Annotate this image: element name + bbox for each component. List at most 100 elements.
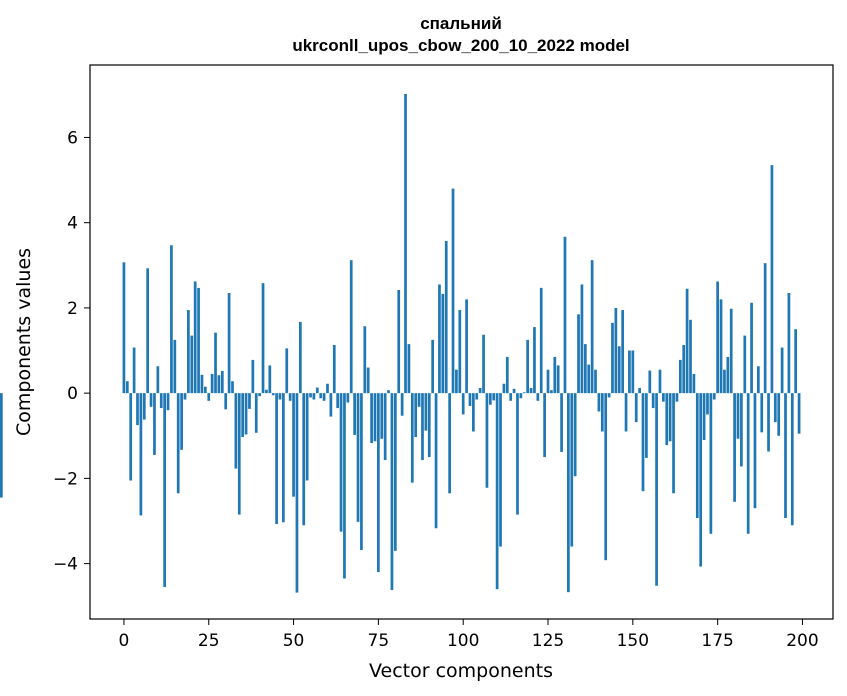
chart-title: спальний bbox=[420, 14, 502, 33]
bar bbox=[288, 393, 292, 401]
bar bbox=[292, 393, 295, 497]
x-tick-label: 150 bbox=[617, 631, 649, 651]
bar bbox=[492, 393, 496, 401]
bar bbox=[777, 393, 781, 436]
bar bbox=[309, 393, 312, 398]
bar bbox=[519, 393, 523, 399]
x-tick-label: 125 bbox=[532, 631, 564, 651]
bar bbox=[651, 393, 655, 409]
bar bbox=[200, 374, 204, 394]
bar bbox=[560, 393, 563, 452]
bar bbox=[587, 364, 591, 394]
bar bbox=[509, 393, 513, 401]
bar bbox=[709, 393, 713, 534]
y-tick-label: 2 bbox=[67, 299, 78, 319]
bar bbox=[794, 329, 798, 394]
bar bbox=[719, 299, 723, 394]
bar bbox=[770, 165, 774, 394]
bar bbox=[343, 393, 346, 579]
x-tick-label: 200 bbox=[786, 631, 818, 651]
bar bbox=[753, 393, 757, 509]
bar bbox=[441, 293, 445, 394]
bar bbox=[638, 388, 641, 394]
bar bbox=[427, 393, 431, 458]
bar bbox=[488, 393, 492, 405]
bar bbox=[159, 393, 163, 409]
bar bbox=[360, 393, 363, 550]
bar bbox=[726, 356, 730, 394]
bar bbox=[258, 393, 261, 397]
bar bbox=[0, 393, 3, 498]
bar bbox=[757, 366, 760, 394]
bar bbox=[597, 393, 601, 412]
bar bbox=[740, 393, 743, 467]
bar bbox=[536, 393, 540, 401]
bar bbox=[414, 393, 418, 438]
bar bbox=[214, 332, 217, 394]
bar bbox=[315, 387, 319, 394]
bar bbox=[122, 262, 126, 394]
bar bbox=[142, 393, 146, 420]
bar bbox=[312, 393, 316, 400]
bar bbox=[760, 393, 764, 433]
bar bbox=[461, 393, 465, 415]
y-tick-label: 4 bbox=[67, 214, 78, 234]
bar bbox=[675, 393, 679, 402]
bar bbox=[475, 393, 479, 400]
bar bbox=[729, 308, 733, 394]
bar bbox=[699, 393, 703, 567]
bar bbox=[672, 393, 675, 494]
bar bbox=[363, 326, 367, 394]
bar bbox=[203, 386, 207, 394]
bar bbox=[282, 393, 285, 523]
bar bbox=[380, 393, 384, 439]
bar bbox=[336, 393, 340, 409]
bar bbox=[723, 369, 726, 394]
bar bbox=[390, 393, 394, 591]
bar bbox=[712, 393, 716, 400]
bar bbox=[224, 393, 228, 410]
bar bbox=[387, 390, 390, 394]
bar bbox=[139, 393, 143, 516]
bar bbox=[332, 344, 336, 394]
bar bbox=[692, 373, 696, 394]
bar bbox=[573, 393, 577, 477]
bar bbox=[339, 393, 343, 532]
bar bbox=[590, 260, 594, 394]
bar bbox=[278, 393, 282, 400]
bar bbox=[125, 381, 129, 394]
bar bbox=[583, 344, 587, 394]
bar bbox=[438, 284, 441, 394]
bar bbox=[234, 393, 238, 469]
plot-frame bbox=[89, 64, 834, 620]
bar bbox=[546, 369, 550, 394]
bar bbox=[624, 393, 628, 432]
bar bbox=[685, 288, 689, 394]
x-axis-ticks: 0 25 50 75 100 125 150 175 200 bbox=[119, 619, 819, 651]
bars-group bbox=[0, 93, 801, 593]
x-tick-label: 75 bbox=[368, 631, 390, 651]
bar bbox=[193, 281, 197, 394]
bar bbox=[370, 393, 373, 443]
bar bbox=[604, 393, 608, 561]
bar bbox=[373, 393, 377, 442]
bar bbox=[132, 347, 136, 394]
bar bbox=[265, 389, 268, 394]
bar bbox=[146, 268, 150, 394]
bar bbox=[550, 390, 553, 394]
bar bbox=[631, 350, 635, 394]
bar bbox=[261, 283, 265, 394]
bar bbox=[322, 393, 326, 401]
bar bbox=[580, 284, 584, 394]
bar bbox=[393, 393, 397, 551]
bar bbox=[410, 393, 414, 483]
x-tick-label: 50 bbox=[283, 631, 305, 651]
bar bbox=[512, 388, 516, 394]
bar bbox=[231, 381, 234, 394]
bar bbox=[736, 393, 740, 439]
bar bbox=[353, 393, 356, 435]
bar bbox=[634, 393, 638, 423]
bar bbox=[495, 393, 499, 590]
